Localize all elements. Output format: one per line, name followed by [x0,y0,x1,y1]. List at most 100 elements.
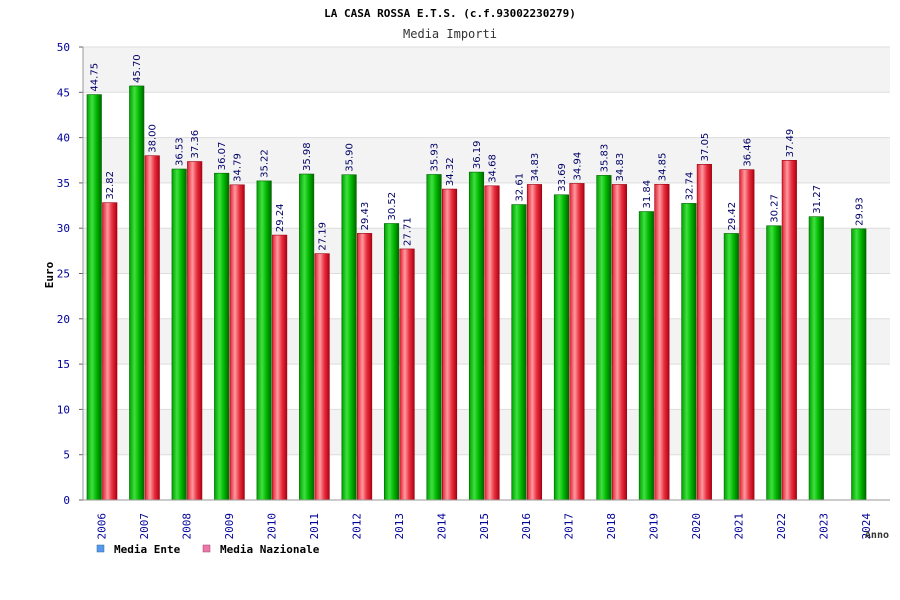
bar-media-ente [426,174,442,501]
bar-media-nazionale [399,248,415,501]
bar-media-ente [171,168,187,501]
x-tick-label: 2022 [775,513,788,540]
y-tick-label: 40 [57,132,70,145]
bar-media-nazionale [187,161,203,501]
value-label-media-ente: 45.70 [132,54,143,83]
value-label-media-ente: 35.90 [345,143,356,172]
value-label-media-nazionale: 32.82 [105,171,116,200]
chart-subtitle: Media Importi [403,27,497,41]
bar-media-nazionale [357,233,373,501]
x-tick-label: 2006 [96,513,109,540]
y-tick-labels: 0 5 10 15 20 25 30 35 40 45 50 [57,41,70,507]
bar-media-ente [638,211,654,501]
bar-media-ente [596,175,612,501]
value-label-media-ente: 31.27 [812,185,823,214]
value-label-media-ente: 31.84 [642,180,653,209]
plot-band [83,47,890,93]
plot-band [83,137,890,183]
bar-media-nazionale [569,183,585,501]
value-label-media-ente: 30.27 [769,194,780,223]
y-tick-label: 20 [57,313,70,326]
value-label-media-ente: 32.74 [684,172,695,201]
value-label-media-ente: 30.52 [387,192,398,221]
value-label-media-ente: 35.98 [302,142,313,171]
value-label-media-ente: 36.19 [472,140,483,169]
bar-media-nazionale [781,160,797,501]
x-tick-label: 2020 [690,513,703,540]
y-tick-label: 25 [57,268,70,281]
value-label-media-ente: 44.75 [90,63,101,92]
y-tick-label: 10 [57,403,70,416]
bar-media-ente [808,216,824,501]
x-tick-label: 2009 [223,513,236,540]
chart-title: LA CASA ROSSA E.T.S. (c.f.93002230279) [324,7,576,20]
value-label-media-nazionale: 34.68 [488,154,499,183]
x-tick-label: 2018 [605,513,618,540]
value-label-media-nazionale: 34.83 [530,153,541,182]
value-label-media-nazionale: 36.46 [742,138,753,167]
legend-label-media-ente: Media Ente [114,543,181,556]
x-tick-label: 2023 [818,513,831,540]
value-label-media-nazionale: 29.24 [275,203,286,232]
bar-media-ente [214,172,230,501]
value-label-media-nazionale: 34.32 [445,157,456,186]
value-label-media-ente: 36.53 [175,137,186,166]
bar-media-nazionale [441,188,458,501]
bars [86,85,867,501]
value-label-media-ente: 36.07 [217,142,228,171]
legend-label-media-nazionale: Media Nazionale [220,543,320,556]
value-label-media-ente: 35.93 [430,143,441,172]
bar-media-nazionale [229,184,245,501]
x-tick-label: 2013 [393,513,406,540]
y-axis-label: Euro [43,261,56,288]
bar-media-ente [553,194,570,501]
bar-media-ente [681,203,697,501]
bar-media-nazionale [484,185,500,501]
value-label-media-ente: 32.61 [514,173,525,202]
value-label-media-nazionale: 34.94 [572,152,583,181]
x-tick-label: 2024 [860,513,873,540]
bar-media-nazionale [102,202,118,501]
value-labels: 44.75 32.82 45.70 38.00 36.53 37.36 36.07 34.79… [90,54,866,250]
bar-media-nazionale [314,253,330,501]
value-label-media-ente: 35.22 [260,149,271,178]
y-tick-label: 50 [57,41,70,54]
value-label-media-nazionale: 37.49 [785,129,796,158]
value-label-media-nazionale: 27.71 [403,217,414,246]
x-tick-label: 2007 [138,513,151,540]
y-tick-label: 30 [57,222,70,235]
legend-swatch-media-nazionale [202,544,211,553]
bar-media-ente [299,173,315,501]
bar-media-ente [723,233,739,501]
bar-media-nazionale [739,169,755,501]
x-tick-label: 2014 [435,513,448,540]
value-label-media-nazionale: 34.79 [233,153,244,182]
value-label-media-ente: 35.83 [599,144,610,173]
y-tick-label: 0 [63,494,70,507]
legend-swatch-media-ente [96,544,105,553]
y-tick-label: 35 [57,177,70,190]
value-label-media-ente: 29.42 [727,202,738,231]
x-tick-label: 2015 [478,513,491,540]
x-tick-label: 2012 [350,513,363,540]
x-tick-label: 2011 [308,513,321,540]
x-tick-label: 2010 [265,513,278,540]
x-axis-label: Anno [865,530,889,541]
bar-media-nazionale [526,184,543,501]
x-tick-label: 2021 [733,513,746,540]
bar-media-nazionale [696,164,712,501]
value-label-media-nazionale: 37.36 [190,130,201,159]
y-tick-label: 5 [63,449,70,462]
bar-media-ente [468,171,485,501]
value-label-media-nazionale: 27.19 [318,222,329,251]
axes [82,47,890,501]
x-tick-label: 2016 [520,513,533,540]
bar-media-ente [86,94,102,501]
legend: Media Ente Media Nazionale [96,543,320,556]
bar-media-ente [766,225,782,501]
y-tick-label: 45 [57,86,70,99]
value-label-media-nazionale: 34.85 [657,153,668,182]
bar-media-nazionale [611,184,627,501]
bar-media-nazionale [272,234,288,501]
